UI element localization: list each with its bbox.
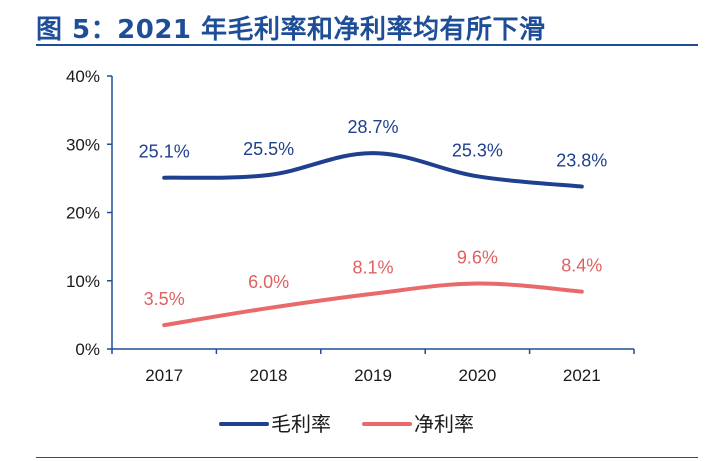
series-line-1 bbox=[162, 281, 584, 328]
legend-label-1: 净利率 bbox=[414, 412, 474, 436]
data-label: 25.3% bbox=[452, 140, 503, 160]
y-tick-label: 10% bbox=[66, 272, 100, 291]
title-rule bbox=[36, 44, 698, 46]
y-tick-label: 40% bbox=[66, 67, 100, 86]
y-tick-label: 0% bbox=[75, 340, 100, 359]
y-tick-label: 20% bbox=[66, 204, 100, 223]
x-tick-label: 2017 bbox=[145, 366, 183, 385]
data-label: 9.6% bbox=[457, 247, 498, 267]
data-label: 25.1% bbox=[139, 142, 190, 162]
bottom-rule bbox=[36, 457, 698, 458]
data-label: 3.5% bbox=[144, 289, 185, 309]
x-tick-label: 2018 bbox=[250, 366, 288, 385]
data-label: 25.5% bbox=[243, 139, 294, 159]
x-tick-label: 2019 bbox=[354, 366, 392, 385]
series-line-0 bbox=[162, 151, 584, 189]
data-label: 28.7% bbox=[347, 117, 398, 137]
y-tick-label: 30% bbox=[66, 135, 100, 154]
chart-title: 图 5：2021 年毛利率和净利率均有所下滑 bbox=[36, 15, 546, 45]
data-label: 6.0% bbox=[248, 272, 289, 292]
x-tick-label: 2020 bbox=[458, 366, 496, 385]
data-label: 23.8% bbox=[556, 151, 607, 171]
data-label: 8.1% bbox=[352, 258, 393, 278]
data-label: 8.4% bbox=[561, 256, 602, 276]
x-tick-label: 2021 bbox=[563, 366, 601, 385]
legend-label-0: 毛利率 bbox=[271, 412, 331, 436]
